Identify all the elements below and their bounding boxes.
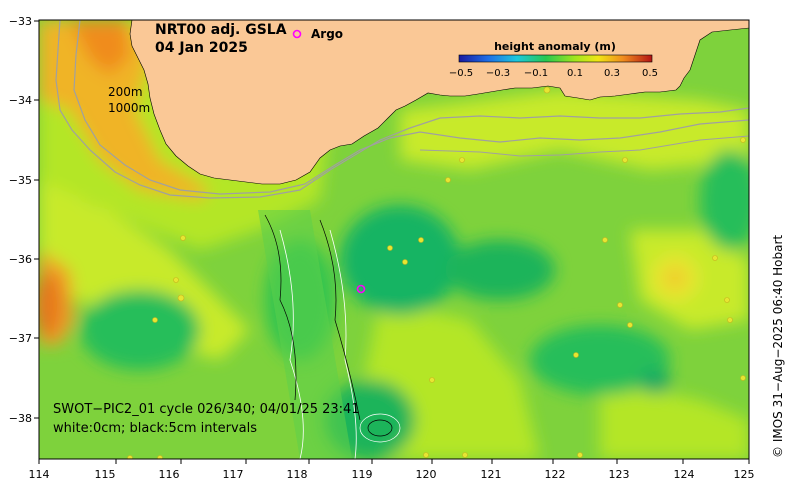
argo-legend-icon [292, 29, 302, 39]
x-tick-label: 124 [674, 468, 695, 481]
swot-5cm-contour [264, 214, 297, 401]
y-axis: −33 −34 −35 −36 −37 −38 [9, 15, 39, 425]
swot-pass-label: SWOT−PIC2_01 cycle 026/340; 04/01/25 23:… [53, 402, 360, 417]
plot-frame [38, 19, 750, 460]
y-tick-label: −33 [9, 15, 32, 28]
swot-swath [258, 210, 352, 459]
argo-legend-label: Argo [311, 27, 343, 41]
colorbar-tick: −0.1 [524, 68, 548, 79]
colorbar-tick: 0.3 [604, 68, 620, 79]
swot-contour-label: white:0cm; black:5cm intervals [53, 421, 257, 436]
x-axis: 114 115 116 117 118 119 120 121 122 123 … [29, 459, 755, 481]
y-tick-label: −38 [9, 412, 32, 425]
x-tick-label: 114 [29, 468, 50, 481]
x-tick-label: 125 [734, 468, 755, 481]
bathymetry-200m-contour [55, 20, 749, 199]
x-tick-label: 122 [545, 468, 566, 481]
x-tick-label: 116 [159, 468, 180, 481]
y-tick-label: −34 [9, 94, 32, 107]
x-tick-label: 118 [287, 468, 308, 481]
colorbar-tick: −0.3 [486, 68, 510, 79]
colorbar-tick: −0.5 [449, 68, 473, 79]
y-tick-label: −37 [9, 332, 32, 345]
credit-label: © IMOS 31−Aug−2025 06:40 Hobart [771, 235, 785, 458]
colorbar-tick: 0.1 [567, 68, 583, 79]
map-date: 04 Jan 2025 [155, 40, 248, 56]
swot-zero-contour [279, 229, 304, 459]
x-tick-label: 120 [416, 468, 437, 481]
x-tick-label: 117 [223, 468, 244, 481]
x-tick-label: 123 [609, 468, 630, 481]
colorbar: height anomaly (m) −0.5 −0.3 −0.1 0.1 0.… [449, 40, 658, 79]
bathymetry-1000m-contour [73, 20, 749, 195]
map-title: NRT00 adj. GSLA [155, 22, 287, 38]
depth-label-1000m: 1000m [108, 101, 150, 115]
x-tick-label: 115 [95, 468, 116, 481]
drifter-dots [127, 86, 746, 459]
y-tick-label: −36 [9, 253, 32, 266]
colorbar-gradient [458, 54, 653, 63]
map-plot-area [39, 20, 749, 459]
colorbar-title: height anomaly (m) [494, 40, 616, 53]
colorbar-tick: 0.5 [642, 68, 658, 79]
depth-label-200m: 200m [108, 85, 143, 99]
x-tick-label: 119 [352, 468, 373, 481]
y-tick-label: −35 [9, 174, 32, 187]
argo-float-marker [356, 284, 366, 294]
x-tick-label: 121 [481, 468, 502, 481]
